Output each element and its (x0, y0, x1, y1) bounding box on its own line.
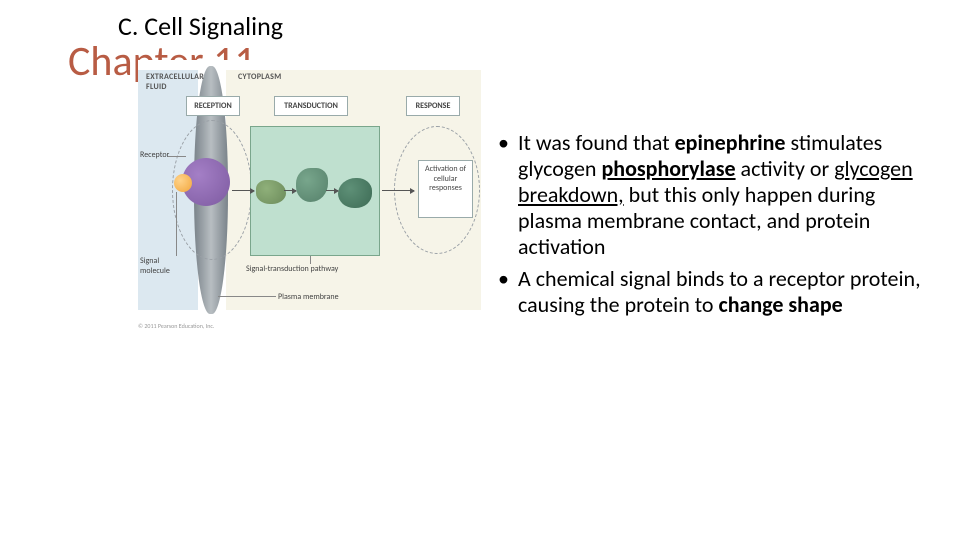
b1-text: It was found that (518, 129, 675, 156)
relay-3 (338, 178, 372, 208)
receptor-leader (168, 156, 186, 157)
signal-transduction-diagram: EXTRACELLULAR FLUID CYTOPLASM RECEPTION … (138, 60, 483, 340)
pathway-leader (310, 256, 311, 264)
signal-molecule-label: Signal molecule (140, 256, 184, 276)
signal-leader-v (176, 192, 177, 256)
membrane-leader (218, 296, 276, 297)
arrow-3 (326, 190, 338, 191)
stage-reception: RECEPTION (186, 96, 240, 116)
bullet-2: A chemical signal binds to a receptor pr… (498, 266, 928, 318)
plasma-membrane-label: Plasma membrane (278, 292, 339, 302)
ef-label: EXTRACELLULAR FLUID (146, 72, 196, 92)
b1-epi: epinephrine (675, 129, 786, 156)
stage-transduction: TRANSDUCTION (274, 96, 348, 116)
cytoplasm-label: CYTOPLASM (238, 72, 282, 82)
bullet-list: It was found that epinephrine stimulates… (498, 130, 928, 324)
stage-response: RESPONSE (406, 96, 460, 116)
pathway-label: Signal-transduction pathway (246, 264, 338, 274)
b2-bold: change shape (718, 291, 842, 318)
bullet-1: It was found that epinephrine stimulates… (498, 130, 928, 260)
arrow-1 (232, 190, 254, 191)
b1-phos: phosphorylase (601, 155, 735, 182)
receptor-label: Receptor (140, 150, 169, 160)
arrow-4 (382, 190, 414, 191)
response-box: Activation of cellular responses (418, 160, 473, 218)
arrow-2 (284, 190, 296, 191)
signal-molecule (174, 174, 192, 192)
relay-1 (256, 180, 286, 204)
b1-mid2: activity or (736, 155, 835, 182)
copyright: © 2011 Pearson Education, Inc. (138, 322, 214, 330)
